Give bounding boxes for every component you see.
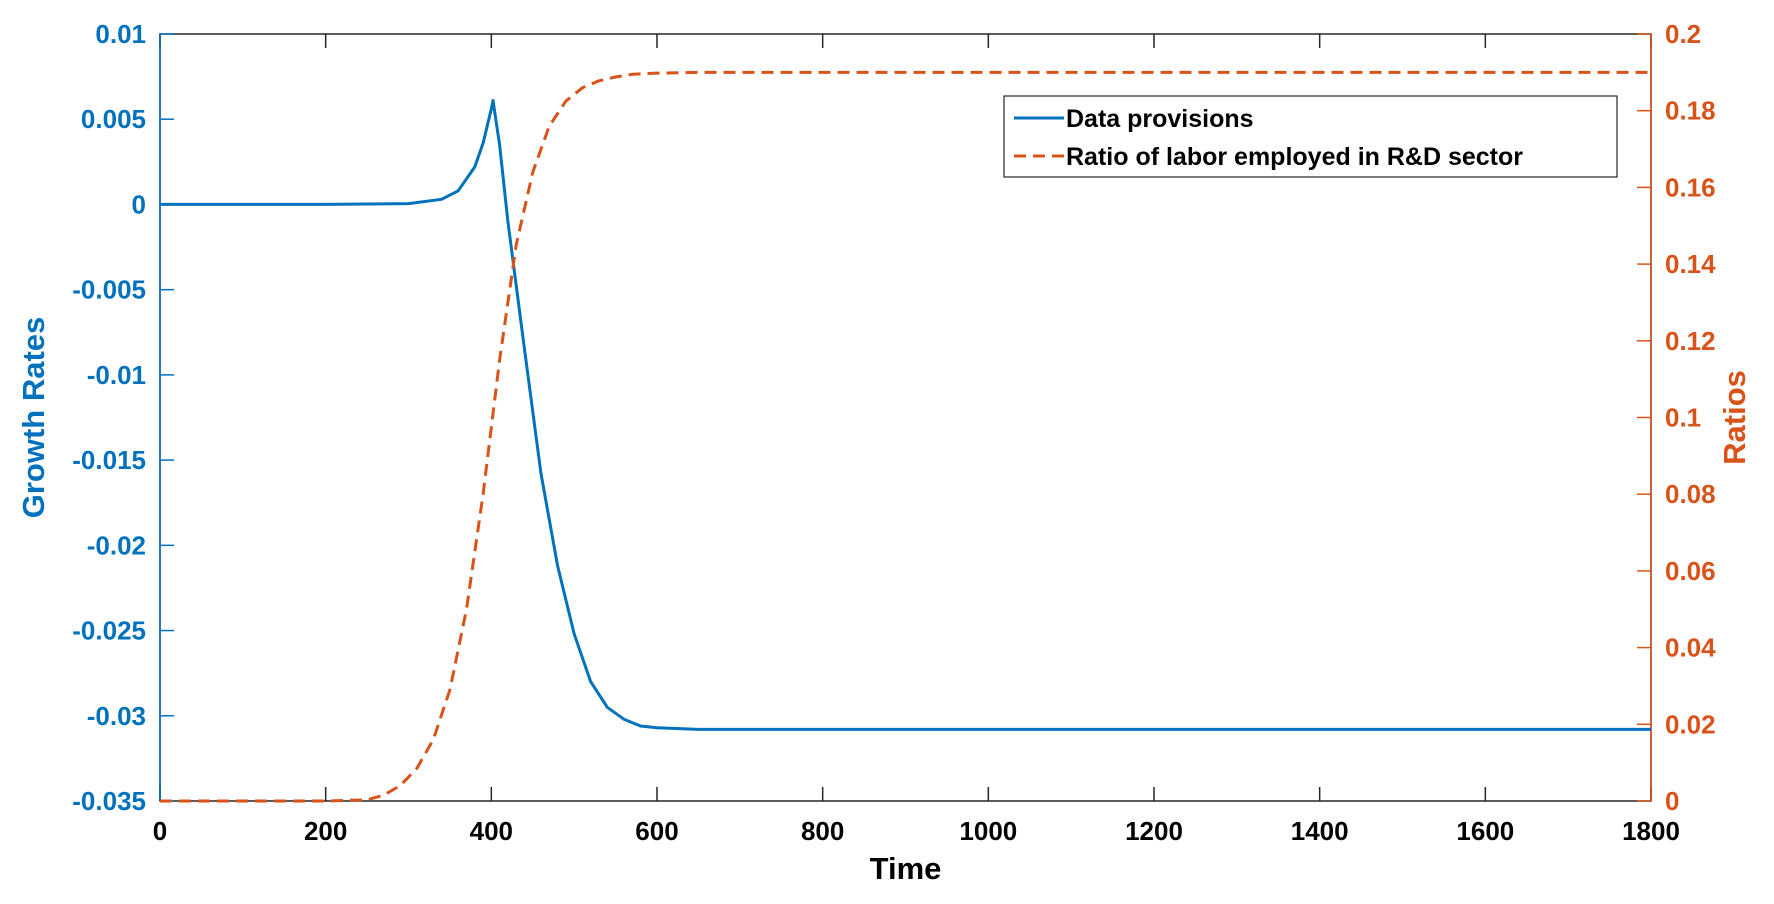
x-tick-label: 1600: [1456, 816, 1514, 846]
right-tick-label: 0.2: [1665, 19, 1701, 49]
left-tick-label: -0.015: [72, 445, 146, 475]
right-tick-label: 0: [1665, 786, 1679, 816]
left-tick-label: -0.005: [72, 275, 146, 305]
right-y-axis: 0.2 0.18 0.16 0.14 0.12 0.1 0.08 0.06 0.04 0.02 0: [1637, 19, 1716, 816]
legend: Data provisions Ratio of labor employed …: [1003, 95, 1618, 178]
right-tick-label: 0.1: [1665, 403, 1701, 433]
series-line-data-provisions: [160, 99, 1651, 731]
left-tick-label: -0.025: [72, 616, 146, 646]
series-line-ratio-of-labor: [160, 70, 1651, 803]
right-tick-label: 0.14: [1665, 249, 1716, 279]
right-tick-label: 0.04: [1665, 633, 1716, 663]
series-layer: [160, 70, 1651, 803]
left-tick-label: -0.035: [72, 786, 146, 816]
left-tick-label: 0.005: [81, 104, 146, 134]
left-y-axis-title: Growth Rates: [16, 317, 51, 519]
x-tick-label: 600: [635, 816, 678, 846]
right-tick-label: 0.18: [1665, 96, 1716, 126]
x-tick-label: 1000: [959, 816, 1017, 846]
x-tick-label: 400: [470, 816, 513, 846]
left-tick-label: 0: [132, 189, 146, 219]
left-tick-label: -0.02: [87, 530, 146, 560]
x-tick-label: 200: [304, 816, 347, 846]
legend-label-ratio-of-labor: Ratio of labor employed in R&D sector: [1066, 143, 1523, 171]
right-tick-label: 0.08: [1665, 479, 1716, 509]
right-y-axis-title: Ratios: [1717, 370, 1752, 465]
right-tick-label: 0.02: [1665, 709, 1716, 739]
right-tick-label: 0.12: [1665, 326, 1716, 356]
x-tick-label: 1200: [1125, 816, 1183, 846]
right-tick-label: 0.06: [1665, 556, 1716, 586]
x-tick-label: 1400: [1291, 816, 1349, 846]
left-tick-label: 0.01: [95, 19, 146, 49]
right-tick-label: 0.16: [1665, 172, 1716, 202]
left-tick-label: -0.01: [87, 360, 146, 390]
left-tick-label: -0.03: [87, 701, 146, 731]
x-axis: 0 200 400 600 800 1000 1200 1400 1600 1800: [153, 34, 1680, 846]
left-y-axis: 0.01 0.005 0 -0.005 -0.01 -0.015 -0.02 -0.025 -0…: [72, 19, 174, 816]
x-tick-label: 1800: [1622, 816, 1680, 846]
x-tick-label: 800: [801, 816, 844, 846]
legend-label-data-provisions: Data provisions: [1066, 105, 1254, 133]
legend-box: [1003, 95, 1618, 178]
x-tick-label: 0: [153, 816, 167, 846]
x-axis-title: Time: [870, 851, 942, 886]
